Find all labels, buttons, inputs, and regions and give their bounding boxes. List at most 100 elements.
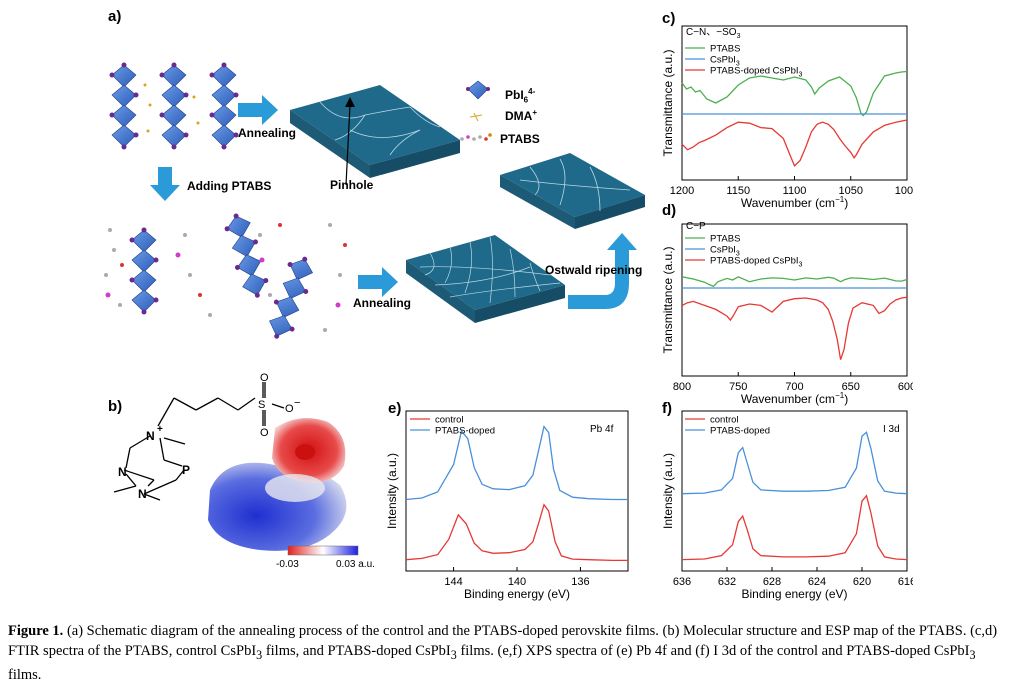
film-with-pinhole: [290, 85, 460, 178]
colorbar-max: 0.03 a.u.: [336, 559, 375, 570]
x-tick-label: 1100: [783, 185, 807, 197]
y-axis-label: Transmittance (a.u.): [661, 50, 675, 157]
x-tick-label: 628: [763, 576, 781, 588]
series-line-ptabs-doped-cspbi: [681, 296, 908, 360]
series-line-ptabs-doped-cspbi: [681, 119, 908, 168]
panel-a-label: a): [108, 8, 122, 25]
atom-p: P: [182, 463, 190, 477]
x-tick-label: 136: [571, 576, 589, 588]
molecule-structure: [113, 382, 285, 501]
atom-o-2: O: [260, 427, 269, 439]
x-tick-label: 144: [444, 576, 462, 588]
x-tick-label: 650: [842, 381, 860, 393]
panel-d-label: d): [662, 202, 677, 219]
legend-ptabs-label: PTABS: [500, 132, 540, 146]
esp-colorbar: [287, 545, 359, 556]
pinhole-label: Pinhole: [330, 178, 374, 192]
atom-n-1: N: [118, 465, 127, 479]
x-axis-label: Binding energy (eV): [464, 587, 570, 601]
legend-entry: PTABS: [710, 44, 740, 55]
legend-entry: PTABS-doped CsPbI3: [710, 66, 803, 79]
atom-n-plus-charge: +: [157, 424, 163, 435]
octahedra-stacks-top: [109, 62, 239, 150]
caption-text-2: films, and PTABS-doped CsPbI: [262, 643, 451, 659]
caption-text-4: films.: [8, 666, 42, 683]
y-axis-label: Transmittance (a.u.): [661, 247, 675, 354]
xps-chart-f: 636 632 628 624 620 616 Binding energy (eV) Int…: [661, 410, 913, 601]
series-line-ptabs-doped: [405, 425, 628, 501]
legend-entry: CsPbI3: [710, 55, 740, 68]
annealing-bottom-label: Annealing: [353, 296, 412, 310]
x-tick-label: 624: [808, 576, 826, 588]
atom-o-1: O: [260, 372, 269, 384]
panel-c-label: c): [662, 10, 676, 27]
panel-f-label: f): [662, 400, 672, 417]
x-tick-label: 140: [508, 576, 526, 588]
panel-f-annotation: I 3d: [883, 424, 900, 435]
x-tick-label: 620: [853, 576, 871, 588]
y-axis-label: Intensity (a.u.): [661, 453, 675, 529]
legend-ptabs-icon: [460, 133, 492, 141]
atom-o-minus: O: [285, 403, 294, 415]
x-axis-label: Binding energy (eV): [741, 587, 847, 601]
pinhole-pointer: [345, 104, 351, 186]
caption-fig-label: Figure 1.: [8, 623, 64, 639]
x-tick-label: 600: [898, 381, 913, 393]
legend-entry: PTABS: [710, 234, 740, 245]
legend-pbi6-icon: [466, 80, 490, 100]
x-tick-label: 636: [673, 576, 691, 588]
x-axis-label: Wavenumber (cm−1): [741, 391, 848, 406]
x-tick-label: 1000: [895, 185, 913, 197]
ftir-chart-d: 800 750 700 650 600 Wavenumber (cm−1) Transmit…: [661, 223, 913, 406]
series-line-control: [405, 503, 628, 562]
series-line-ptabs-doped: [681, 431, 908, 495]
legend-entry: PTABS-doped CsPbI3: [710, 256, 803, 269]
caption-text-3: films. (e,f) XPS spectra of (e) Pb 4f an…: [456, 643, 970, 659]
legend-entry: PTABS-doped: [435, 426, 495, 437]
x-tick-label: 1200: [670, 185, 694, 197]
ostwald-label: Ostwald ripening: [545, 263, 643, 277]
legend-entry: PTABS-doped: [710, 426, 770, 437]
atom-n-plus: N: [146, 429, 155, 443]
legend-entry: control: [710, 415, 739, 426]
series-line-ptabs: [681, 70, 908, 117]
series-line-ptabs: [681, 276, 908, 288]
x-tick-label: 700: [785, 381, 803, 393]
x-tick-label: 1050: [839, 185, 863, 197]
atom-s: S: [258, 399, 265, 411]
arrow-annealing-top: [238, 95, 278, 125]
series-line-control: [681, 494, 908, 561]
colorbar-min: -0.03: [276, 559, 299, 570]
caption-text-1: (a) Schematic diagram of the annealing p…: [8, 623, 998, 659]
panel-c-annotation: C−N、−SO3: [686, 27, 741, 40]
arrow-ostwald: [568, 233, 637, 309]
x-tick-label: 632: [718, 576, 736, 588]
panel-b-label: b): [108, 398, 123, 415]
film-small-grains: [406, 235, 565, 323]
arrow-annealing-bottom: [358, 267, 398, 297]
x-tick-label: 616: [898, 576, 913, 588]
atom-n-2: N: [138, 487, 147, 501]
annealing-top-label: Annealing: [238, 126, 297, 140]
film-large-grains: [500, 153, 645, 229]
caption-sub-3: 3: [969, 647, 976, 662]
legend-dma-label: DMA+: [505, 108, 537, 123]
panel-e-label: e): [388, 400, 402, 417]
caption-sub-2: 3: [450, 647, 457, 662]
y-axis-label: Intensity (a.u.): [385, 453, 399, 529]
x-tick-label: 1150: [726, 185, 750, 197]
legend-dma-icon: [469, 112, 483, 122]
panel-d-annotation: C−P: [686, 221, 706, 232]
arrow-adding-ptabs: [150, 167, 180, 201]
figure-caption: Figure 1. (a) Schematic diagram of the a…: [8, 621, 1008, 685]
x-axis-label: Wavenumber (cm−1): [741, 195, 848, 210]
adding-ptabs-label: Adding PTABS: [187, 179, 272, 193]
x-tick-label: 800: [673, 381, 691, 393]
atom-o-minus-charge: −: [294, 397, 300, 409]
octahedra-with-ptabs: [104, 209, 347, 345]
panel-b-molecule: N + N N P S O O O − -0.03 0.03 a.u.: [113, 372, 375, 570]
legend-entry: control: [435, 415, 464, 426]
panel-e-annotation: Pb 4f: [590, 424, 614, 435]
ftir-chart-c: 1200 1150 1100 1050 1000 Wavenumber (cm−1) Tra…: [661, 25, 913, 210]
